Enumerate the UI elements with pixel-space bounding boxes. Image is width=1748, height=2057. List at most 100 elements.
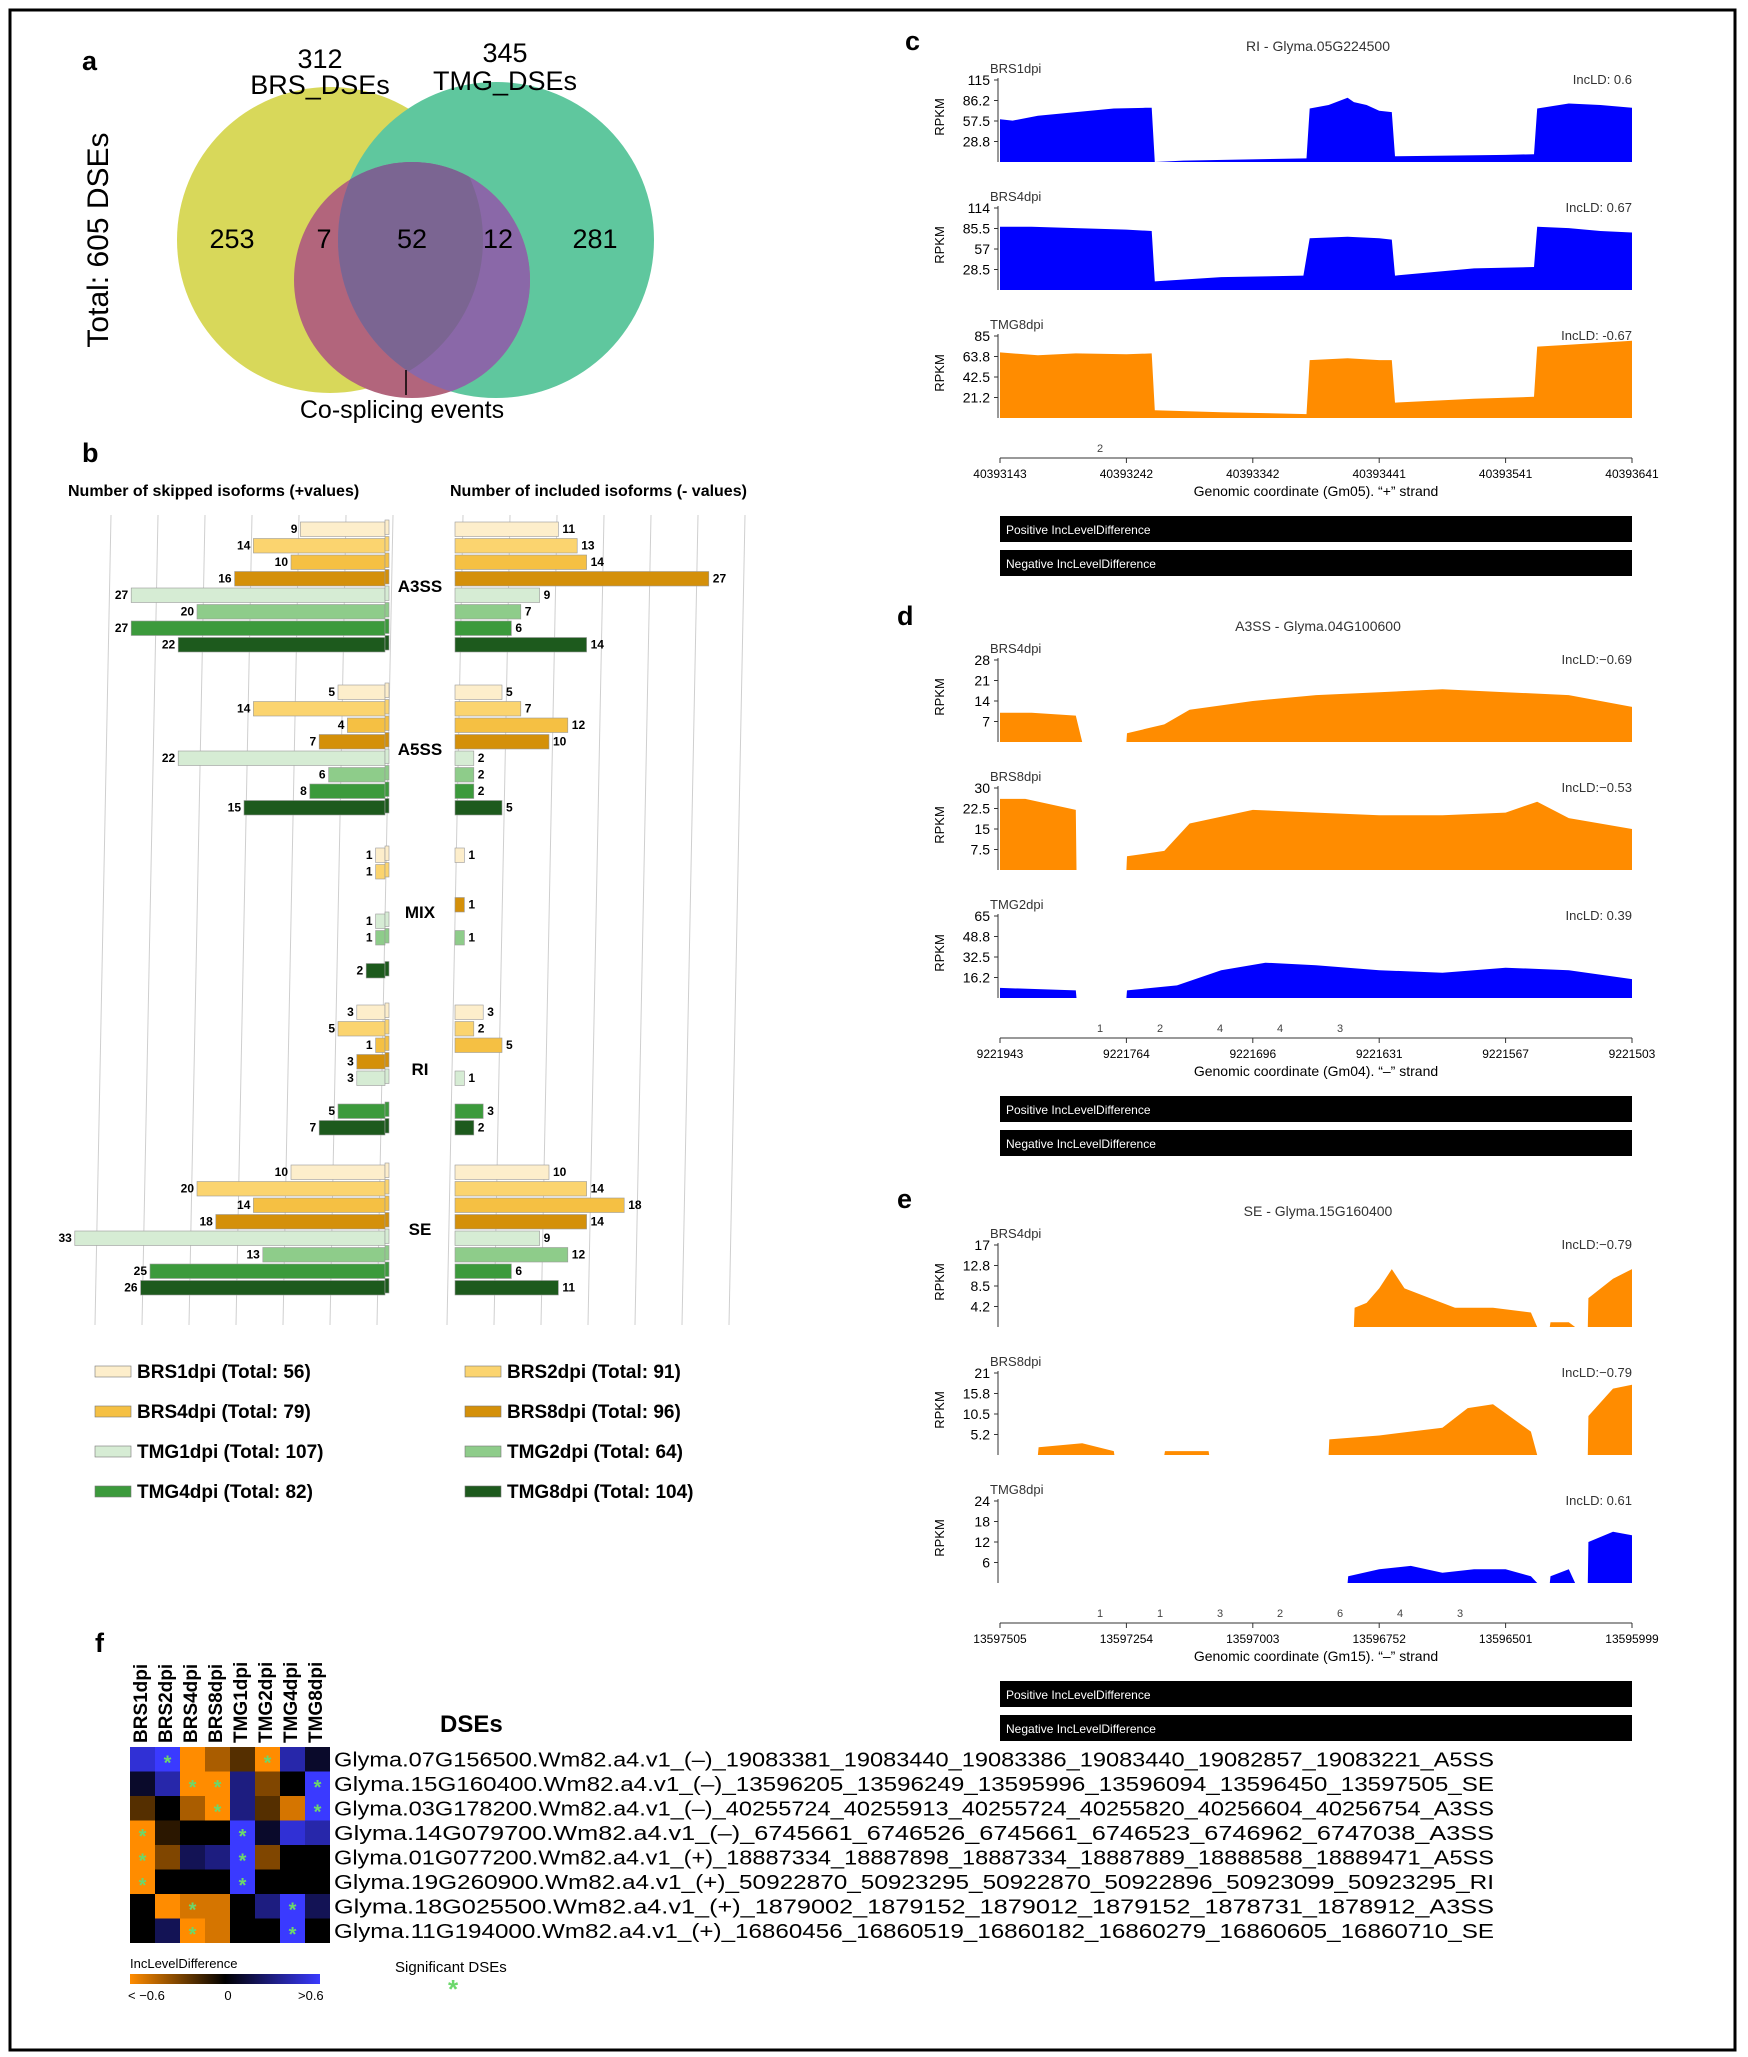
heatmap-cell (130, 1869, 155, 1894)
track-sample-label: BRS8dpi (990, 1354, 1041, 1369)
coverage-area (1000, 962, 1632, 998)
coverage-area (1000, 1531, 1632, 1583)
bar-right (454, 554, 587, 570)
track-sample-label: BRS8dpi (990, 769, 1041, 784)
bar-left (215, 1214, 386, 1230)
coverage-area (1000, 226, 1632, 290)
panel-letter-f: f (95, 1628, 105, 1658)
rpkm-axis-label: RPKM (932, 806, 947, 844)
sashimi-panel-e: SE - Glyma.15G160400 BRS4dpi IncLD:−0.79 RP… (932, 1203, 1659, 1741)
track-y-tick-label: 24 (974, 1493, 990, 1509)
bar-right-value: 1 (468, 1071, 475, 1085)
heatmap-cell (180, 1869, 205, 1894)
isoform-bar (1000, 1715, 1632, 1741)
heatmap-sig-marker: * (239, 1826, 247, 1848)
bar-right-value: 2 (478, 784, 485, 798)
track-y-tick-label: 86.2 (963, 93, 990, 109)
bar-left-value: 14 (237, 539, 251, 553)
heatmap-cell (130, 1894, 155, 1919)
bar-gridline (141, 514, 159, 1326)
bar-left-value: 14 (237, 702, 251, 716)
junction-count-label: 1 (1157, 1608, 1163, 1620)
track-y-tick-label: 57 (974, 241, 990, 257)
bar-right (454, 571, 710, 587)
venn-tmg-label: TMG_DSEs (433, 66, 577, 96)
bar-right-value: 3 (487, 1005, 494, 1019)
bar-left-value: 15 (228, 801, 242, 815)
bar-left-cap (384, 748, 390, 764)
legend-swatch (94, 1365, 132, 1378)
heatmap-cell (155, 1796, 180, 1821)
bar-gridline (188, 514, 206, 1326)
venn-cosplicing-label: Co-splicing events (300, 396, 504, 424)
bar-left-cap (384, 618, 390, 634)
bar-right-value: 14 (591, 555, 605, 569)
bar-left (375, 847, 386, 863)
bar-right-value: 1 (468, 898, 475, 912)
junction-count-label: 2 (1157, 1023, 1163, 1035)
bar-left-value: 1 (366, 914, 373, 928)
track-y-tick-label: 12 (974, 1534, 990, 1550)
heatmap-cell (180, 1796, 205, 1821)
heatmap-cell (305, 1820, 330, 1845)
bar-left-value: 26 (124, 1281, 138, 1295)
bar-left (290, 1164, 386, 1180)
bar-left-value: 20 (181, 605, 195, 619)
heatmap-row-labels: Glyma.07G156500.Wm82.a4.v1_(–)_19083381_… (334, 1750, 1494, 1944)
heatmap-col-label: BRS2dpi (156, 1664, 177, 1743)
junction-count-label: 3 (1217, 1608, 1223, 1620)
venn-tmg-overlap: 12 (483, 224, 513, 254)
heatmap-cell (230, 1869, 255, 1894)
bar-left (337, 684, 386, 700)
heatmap-cell (155, 1820, 180, 1845)
bar-left (177, 750, 386, 766)
bar-right (454, 1197, 625, 1213)
genomic-axis-tick-label: 13596752 (1353, 1632, 1407, 1646)
venn-diagram: Total: 605 DSEs 312 BRS_DSEs 345 TMG_DSE… (82, 38, 654, 424)
legend-label: BRS1dpi (Total: 56) (137, 1362, 311, 1383)
heatmap-sig-marker: * (189, 1924, 197, 1946)
legend-swatch (464, 1405, 502, 1418)
junction-count-label: 4 (1397, 1608, 1403, 1620)
heatmap-cell (255, 1747, 280, 1772)
bar-left-value: 10 (275, 555, 289, 569)
genomic-axis-label: Genomic coordinate (Gm05). “+” strand (1194, 483, 1439, 499)
junction-count-label: 2 (1277, 1608, 1283, 1620)
heatmap-row-label: Glyma.07G156500.Wm82.a4.v1_(–)_19083381_… (334, 1750, 1494, 1772)
track-y-tick-label: 16.2 (963, 970, 990, 986)
isoform-bar (1000, 516, 1632, 542)
bar-left-cap (384, 602, 390, 618)
bar-left-cap (384, 1261, 390, 1277)
heatmap-cell (230, 1845, 255, 1870)
track-sample-label: TMG8dpi (990, 317, 1044, 332)
track-incld-label: IncLD: 0.61 (1566, 1493, 1633, 1508)
bar-left (365, 963, 386, 979)
bar-left (375, 913, 386, 929)
heatmap-row-label: Glyma.03G178200.Wm82.a4.v1_(–)_40255724_… (334, 1799, 1494, 1821)
bar-right-value: 9 (544, 588, 551, 602)
legend-swatch (464, 1365, 502, 1378)
genomic-axis-tick-label: 9221503 (1609, 1047, 1656, 1061)
bar-gridline (681, 514, 699, 1326)
genomic-axis-tick-label: 13597003 (1226, 1632, 1280, 1646)
heatmap-sig-marker: * (264, 1753, 272, 1775)
bar-left-value: 1 (366, 848, 373, 862)
track-y-tick-label: 32.5 (963, 949, 990, 965)
heatmap-sig-marker: * (139, 1826, 147, 1848)
bar-right-value: 18 (628, 1198, 642, 1212)
heatmap-cell (255, 1845, 280, 1870)
venn-tmg-only: 281 (572, 224, 617, 254)
bar-left-cap (384, 1195, 390, 1211)
bar-left-cap (384, 1162, 390, 1178)
track-incld-label: IncLD:−0.79 (1562, 1365, 1632, 1380)
bar-right-value: 1 (468, 931, 475, 945)
bar-left (356, 1054, 386, 1070)
bar-left-value: 10 (275, 1165, 289, 1179)
bar-left (309, 783, 386, 799)
bar-left-value: 2 (357, 964, 364, 978)
heatmap-cell (280, 1845, 305, 1870)
bar-left-value: 25 (134, 1264, 148, 1278)
heatmap-cell (280, 1894, 305, 1919)
bar-left-cap (384, 536, 390, 552)
